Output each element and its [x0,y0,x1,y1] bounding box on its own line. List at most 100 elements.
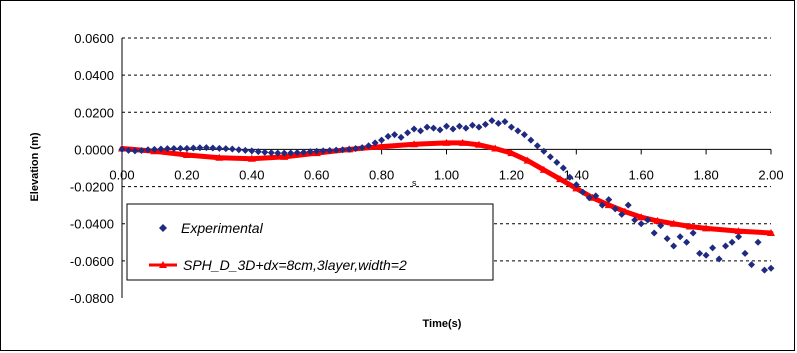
point-experimental-95 [735,233,743,241]
y-tick-label-3: 0.0000 [74,142,114,157]
point-experimental-28 [300,148,308,156]
point-experimental-98 [754,238,762,246]
point-sph-22 [637,213,646,221]
point-experimental-58 [494,119,502,127]
point-experimental-50 [443,122,450,130]
legend-marker-experimental [159,224,167,232]
point-experimental-11 [189,144,197,152]
point-experimental-54 [468,121,476,129]
point-experimental-88 [689,229,697,237]
legend-marker-sph [159,261,167,268]
point-experimental-35 [345,145,353,153]
y-tick-label-6: -0.0600 [70,254,114,269]
x-tick-label-3: 0.60 [304,167,329,182]
point-experimental-1 [124,146,132,154]
point-experimental-73 [592,192,600,200]
point-experimental-60 [507,123,515,131]
point-experimental-7 [163,145,171,153]
point-experimental-52 [455,122,463,130]
point-sph-16 [539,165,548,173]
point-experimental-25 [280,149,288,157]
point-sph-4 [247,154,256,162]
stray-mark: s [412,178,417,188]
x-tick-label-1: 0.20 [174,167,199,182]
point-experimental-13 [202,144,210,152]
y-tick-label-4: -0.0200 [70,180,114,195]
point-sph-12 [474,140,483,148]
point-sph-9 [410,140,419,148]
point-experimental-69 [566,173,574,181]
point-experimental-3 [137,147,145,155]
point-experimental-38 [365,142,373,150]
point-experimental-10 [183,144,191,152]
point-experimental-42 [391,131,399,139]
point-sph-13 [491,144,500,152]
point-experimental-77 [618,210,626,218]
point-experimental-41 [384,132,392,140]
point-experimental-30 [313,147,321,155]
point-experimental-72 [585,194,593,202]
point-experimental-45 [410,125,418,133]
point-experimental-57 [488,117,496,125]
y-tick-label-5: -0.0400 [70,217,114,232]
point-experimental-19 [241,146,249,154]
x-tick-label-8: 1.60 [629,167,654,182]
x-tick-label-5: 1.00 [434,167,459,182]
point-experimental-63 [527,136,535,144]
point-experimental-99 [761,266,769,274]
point-experimental-15 [215,144,223,152]
point-sph-14 [507,149,516,157]
point-experimental-9 [176,144,184,152]
x-tick-label-10: 2.00 [758,167,783,182]
point-experimental-81 [644,216,652,224]
point-experimental-47 [423,123,431,131]
point-experimental-12 [196,144,204,152]
point-sph-3 [215,153,224,161]
legend-box [126,203,494,281]
point-experimental-87 [683,238,691,246]
point-sph-2 [182,151,191,158]
series-layer [118,117,775,274]
point-experimental-16 [222,145,230,153]
point-sph-27 [734,227,743,235]
x-tick-label-6: 1.20 [499,167,524,182]
point-experimental-43 [397,133,405,141]
point-experimental-61 [514,127,522,135]
point-experimental-83 [657,222,665,230]
point-experimental-2 [131,147,139,155]
point-experimental-71 [579,188,587,196]
point-experimental-27 [293,149,301,157]
point-experimental-65 [540,147,548,155]
point-sph-17 [556,175,565,183]
point-sph-8 [377,142,386,150]
point-experimental-80 [637,220,645,228]
point-experimental-96 [741,249,749,257]
x-tick-label-9: 1.80 [693,167,718,182]
point-experimental-64 [533,142,541,150]
point-experimental-34 [339,146,347,154]
point-sph-15 [523,156,532,164]
point-experimental-33 [332,146,340,154]
point-experimental-55 [475,123,483,131]
x-tick-label-4: 0.80 [369,167,394,182]
y-axis-title: Elevation (m) [29,132,41,201]
point-experimental-20 [248,147,256,155]
point-experimental-92 [715,255,723,263]
point-experimental-59 [501,118,509,126]
legend-label-sph: SPH_D_3D+dx=8cm,3layer,width=2 [183,257,407,273]
point-sph-28 [767,229,775,236]
point-experimental-44 [404,129,412,137]
legend-label-experimental: Experimental [181,220,264,236]
point-experimental-89 [696,249,704,257]
point-experimental-39 [371,139,379,147]
point-experimental-67 [553,158,561,166]
point-experimental-100 [767,264,775,272]
point-sph-11 [458,138,467,146]
y-tick-label-0: 0.0600 [74,31,114,46]
y-tick-label-2: 0.0200 [74,105,114,120]
point-experimental-75 [605,196,613,204]
point-experimental-79 [631,216,639,224]
point-experimental-21 [254,148,262,156]
